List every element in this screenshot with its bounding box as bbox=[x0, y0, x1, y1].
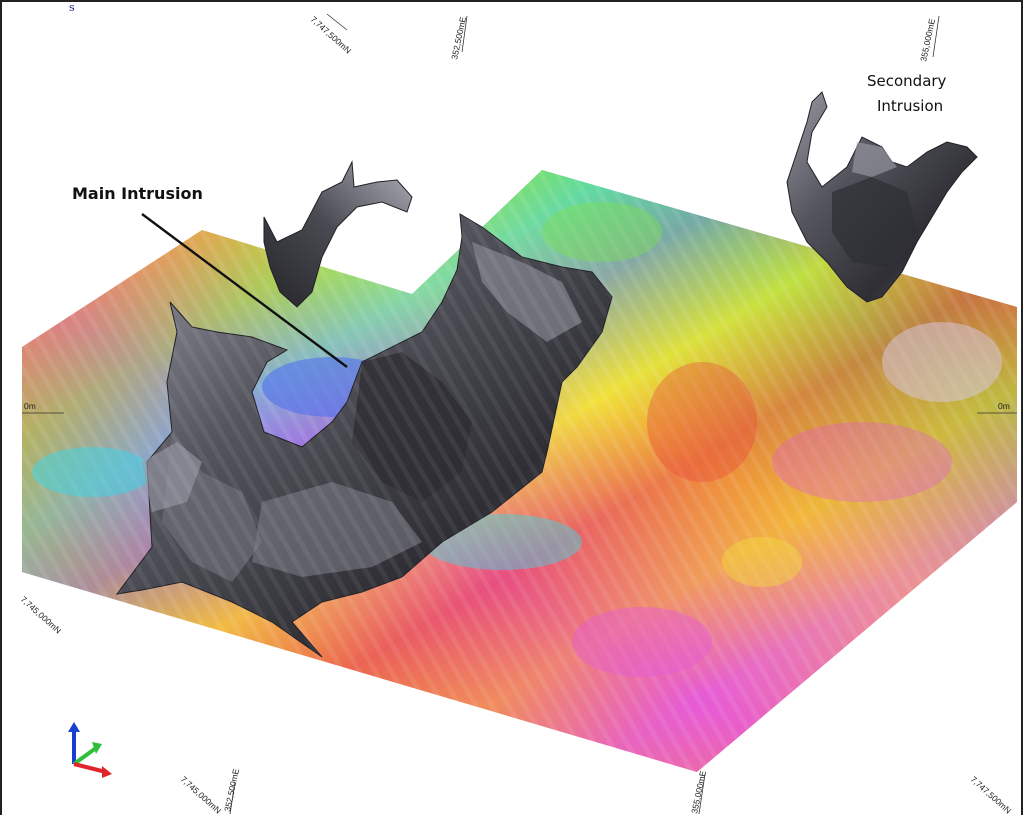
secondary-intrusion-label-line1: Secondary bbox=[867, 72, 947, 90]
main-intrusion-callout: Main Intrusion bbox=[72, 184, 348, 368]
grid-label-elev-left: 0m bbox=[24, 401, 36, 411]
grid-label-north-bottom: 7,745,000mN bbox=[179, 774, 224, 816]
corner-mark: s bbox=[69, 2, 75, 14]
main-intrusion-label: Main Intrusion bbox=[72, 184, 203, 203]
axis-triad bbox=[68, 722, 112, 778]
y-axis-arrow bbox=[72, 746, 98, 766]
secondary-intrusion-callout: Secondary Intrusion bbox=[867, 72, 947, 115]
grid-label-elev-right: 0m bbox=[998, 401, 1010, 411]
grid-label-east-top-2: 355,000mE bbox=[918, 17, 937, 62]
grid-label-east-bottom-2: 355,000mE bbox=[689, 769, 708, 814]
grid-label-east-top-1: 352,500mE bbox=[449, 15, 468, 60]
secondary-intrusion-body bbox=[786, 91, 978, 303]
grid-label-north-left: 7,745,000mN bbox=[19, 594, 64, 636]
main-intrusion-body bbox=[115, 213, 613, 658]
grid-label-east-bottom-1: 352,500mE bbox=[222, 767, 241, 812]
callout-leader-line bbox=[141, 213, 348, 368]
upper-intrusion-fragment bbox=[263, 160, 413, 308]
x-axis-arrow bbox=[73, 762, 107, 774]
grid-label-north-top: 7,747,500mN bbox=[309, 14, 354, 56]
secondary-intrusion-label-line2: Intrusion bbox=[877, 97, 943, 115]
grid-label-north-bottom-right: 7,747,500mN bbox=[969, 774, 1014, 816]
